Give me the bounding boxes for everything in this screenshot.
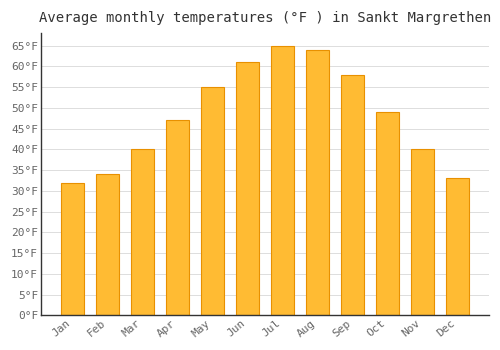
Bar: [96, 174, 119, 315]
Bar: [271, 46, 293, 315]
Bar: [411, 149, 434, 315]
Bar: [306, 50, 328, 315]
Bar: [376, 112, 398, 315]
Bar: [446, 178, 468, 315]
Bar: [201, 87, 224, 315]
Bar: [131, 149, 154, 315]
Title: Average monthly temperatures (°F ) in Sankt Margrethen: Average monthly temperatures (°F ) in Sa…: [39, 11, 491, 25]
Bar: [62, 183, 84, 315]
Bar: [341, 75, 363, 315]
Bar: [166, 120, 189, 315]
Bar: [236, 62, 259, 315]
